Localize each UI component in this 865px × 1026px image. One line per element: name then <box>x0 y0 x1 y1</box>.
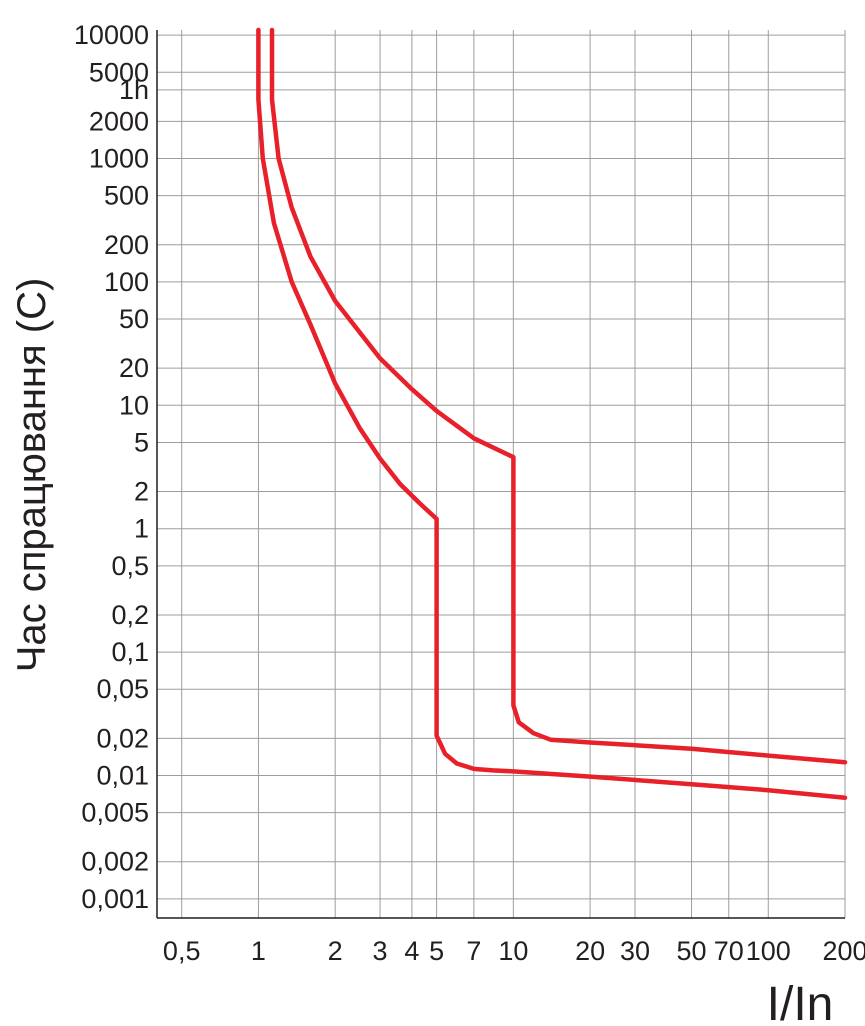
y-tick-label: 5 <box>134 427 149 457</box>
trip-curve-2 <box>269 27 848 765</box>
x-axis-label: I/In <box>767 978 834 1026</box>
x-tick-label: 4 <box>404 936 419 966</box>
x-tick-label: 10 <box>498 936 528 966</box>
axes <box>156 30 845 919</box>
x-tick-labels: 0,5 1 2 3 4 5 7 10 20 30 50 70 100 200 <box>163 936 865 966</box>
y-tick-label: 1000 <box>89 144 149 174</box>
y-tick-label: 50 <box>119 304 149 334</box>
x-tick-label: 30 <box>620 936 650 966</box>
y-tick-label: 1 <box>134 514 149 544</box>
y-tick-label: 200 <box>104 230 149 260</box>
y-tick-label: 10000 <box>74 20 149 50</box>
x-tick-label: 2 <box>328 936 343 966</box>
y-tick-label: 0,001 <box>81 884 149 914</box>
y-tick-label: 500 <box>104 181 149 211</box>
x-tick-label: 100 <box>746 936 791 966</box>
x-tick-label: 70 <box>714 936 744 966</box>
y-tick-label: 20 <box>119 353 149 383</box>
y-tick-label: 0,5 <box>111 551 149 581</box>
grid <box>157 30 846 918</box>
y-tick-label: 0,002 <box>81 847 149 877</box>
y-tick-label: 2000 <box>89 106 149 136</box>
y-tick-label: 0,02 <box>96 723 149 753</box>
y-tick-label: 0,05 <box>96 674 149 704</box>
y-tick-label: 0,1 <box>111 637 149 667</box>
curves <box>256 27 848 801</box>
x-tick-label: 50 <box>677 936 707 966</box>
y-tick-label: 0,01 <box>96 760 149 790</box>
x-tick-label: 1 <box>251 936 266 966</box>
x-tick-label: 3 <box>373 936 388 966</box>
y-tick-label: 0,005 <box>81 798 149 828</box>
y-tick-label: 10 <box>119 390 149 420</box>
y-axis-label: Час спрацювання (С) <box>10 278 54 673</box>
y-tick-label: 2 <box>134 477 149 507</box>
x-tick-label: 7 <box>466 936 481 966</box>
x-tick-label: 5 <box>429 936 444 966</box>
y-tick-label: 0,2 <box>111 600 149 630</box>
y-tick-label: 100 <box>104 267 149 297</box>
x-tick-label: 200 <box>822 936 865 966</box>
x-tick-label: 20 <box>575 936 605 966</box>
x-tick-label: 0,5 <box>163 936 201 966</box>
trip-curve-1 <box>256 27 848 801</box>
y-tick-label: 5000 <box>89 57 149 87</box>
y-tick-label: 1h <box>119 75 149 105</box>
